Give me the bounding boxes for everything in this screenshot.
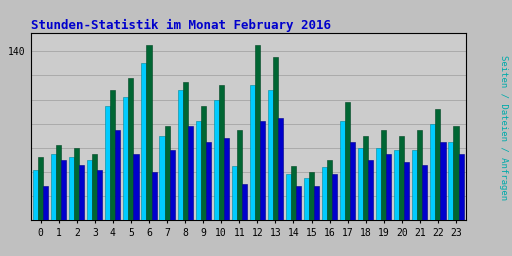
Bar — [440, 142, 445, 220]
Bar — [219, 85, 224, 220]
Bar — [141, 63, 146, 220]
Bar — [345, 102, 350, 220]
Bar — [123, 97, 129, 220]
Bar — [314, 186, 319, 220]
Bar — [38, 157, 43, 220]
Bar — [92, 154, 97, 220]
Text: Stunden-Statistik im Monat February 2016: Stunden-Statistik im Monat February 2016 — [31, 19, 331, 32]
Bar — [309, 172, 314, 220]
Bar — [394, 150, 399, 220]
Bar — [449, 142, 454, 220]
Bar — [134, 154, 139, 220]
Bar — [286, 174, 291, 220]
Bar — [111, 90, 115, 220]
Bar — [43, 186, 48, 220]
Bar — [56, 145, 61, 220]
Bar — [304, 178, 309, 220]
Bar — [224, 138, 229, 220]
Bar — [105, 106, 111, 220]
Bar — [33, 169, 38, 220]
Bar — [115, 130, 120, 220]
Bar — [435, 109, 440, 220]
Bar — [431, 124, 435, 220]
Bar — [340, 121, 345, 220]
Bar — [404, 162, 410, 220]
Bar — [169, 150, 175, 220]
Bar — [386, 154, 391, 220]
Bar — [381, 130, 386, 220]
Bar — [232, 166, 237, 220]
Bar — [74, 148, 79, 220]
Bar — [350, 142, 355, 220]
Bar — [214, 100, 219, 220]
Bar — [332, 174, 337, 220]
Bar — [187, 126, 193, 220]
Bar — [422, 165, 428, 220]
Bar — [159, 136, 164, 220]
Bar — [242, 184, 247, 220]
Bar — [129, 78, 134, 220]
Bar — [87, 160, 92, 220]
Bar — [268, 90, 273, 220]
Bar — [296, 186, 301, 220]
Bar — [164, 126, 169, 220]
Bar — [454, 126, 459, 220]
Bar — [201, 106, 206, 220]
Bar — [79, 165, 84, 220]
Bar — [399, 136, 404, 220]
Bar — [250, 85, 255, 220]
Bar — [363, 136, 368, 220]
Bar — [146, 45, 152, 220]
Bar — [51, 154, 56, 220]
Bar — [206, 142, 211, 220]
Bar — [255, 45, 260, 220]
Bar — [183, 81, 187, 220]
Bar — [459, 154, 463, 220]
Bar — [368, 160, 373, 220]
Bar — [278, 118, 283, 220]
Bar — [196, 121, 201, 220]
Bar — [376, 148, 381, 220]
Bar — [237, 130, 242, 220]
Bar — [178, 90, 183, 220]
Bar — [322, 167, 327, 220]
Bar — [260, 121, 265, 220]
Bar — [273, 57, 278, 220]
Bar — [358, 148, 363, 220]
Text: Seiten / Dateien / Anfragen: Seiten / Dateien / Anfragen — [499, 56, 508, 200]
Bar — [327, 160, 332, 220]
Bar — [97, 169, 102, 220]
Bar — [61, 160, 66, 220]
Bar — [291, 166, 296, 220]
Bar — [412, 150, 417, 220]
Bar — [69, 157, 74, 220]
Bar — [152, 172, 157, 220]
Bar — [417, 130, 422, 220]
